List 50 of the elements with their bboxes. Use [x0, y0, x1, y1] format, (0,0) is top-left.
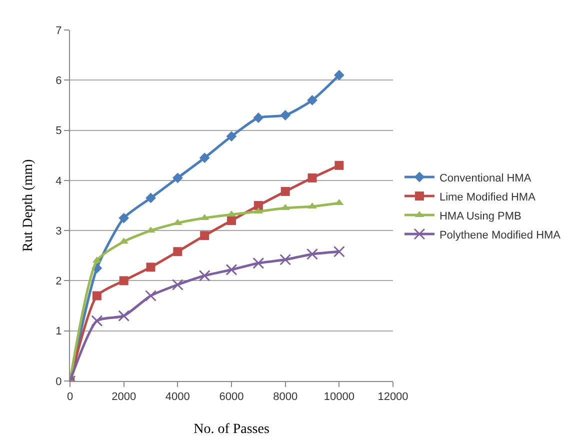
y-tick-label: 5: [56, 125, 62, 138]
x-tick-label: 0: [66, 391, 74, 404]
point: [118, 212, 130, 224]
y-tick-label: 7: [56, 24, 62, 37]
x-tick-label: 12000: [378, 391, 408, 404]
point: [252, 257, 264, 269]
x-axis-title: No. of Passes: [194, 422, 270, 437]
x-tick-label: 4000: [165, 391, 190, 404]
legend-label: HMA Using PMB: [439, 210, 522, 222]
y-tick-label: 3: [56, 225, 62, 238]
point: [200, 231, 210, 240]
point: [91, 315, 103, 327]
point: [146, 192, 156, 204]
point: [92, 291, 102, 300]
point: [118, 310, 130, 322]
point: [280, 254, 292, 266]
legend-label: Polythene Modified HMA: [439, 229, 562, 242]
legend-label: Conventional HMA: [439, 172, 532, 184]
x-tick-label: 10000: [324, 391, 354, 404]
point: [226, 131, 237, 142]
point: [306, 248, 318, 260]
point: [333, 246, 345, 258]
point: [280, 110, 291, 120]
point: [119, 276, 128, 286]
x-tick-label: 2000: [112, 391, 136, 404]
point: [334, 70, 344, 80]
point: [334, 160, 344, 170]
point: [199, 152, 210, 164]
point: [307, 95, 318, 106]
point: [227, 216, 236, 226]
x-tick-label: 6000: [219, 391, 244, 404]
point: [146, 262, 156, 272]
point: [173, 247, 182, 256]
point: [280, 186, 290, 196]
x-tick-label: 8000: [273, 391, 298, 404]
point: [308, 173, 317, 182]
point: [145, 290, 156, 302]
y-axis-title: Rut Depth (mm): [21, 158, 36, 252]
legend-label: Lime Modified HMA: [439, 191, 536, 204]
point: [226, 264, 238, 276]
y-tick-label: 0: [56, 376, 62, 388]
y-tick-label: 2: [56, 276, 62, 288]
point: [253, 112, 264, 123]
y-tick-label: 4: [56, 175, 62, 188]
point: [172, 172, 183, 184]
y-tick-label: 6: [56, 74, 62, 87]
point: [172, 278, 184, 290]
point: [198, 270, 210, 282]
point: [254, 201, 263, 210]
y-tick-label: 1: [56, 326, 62, 338]
